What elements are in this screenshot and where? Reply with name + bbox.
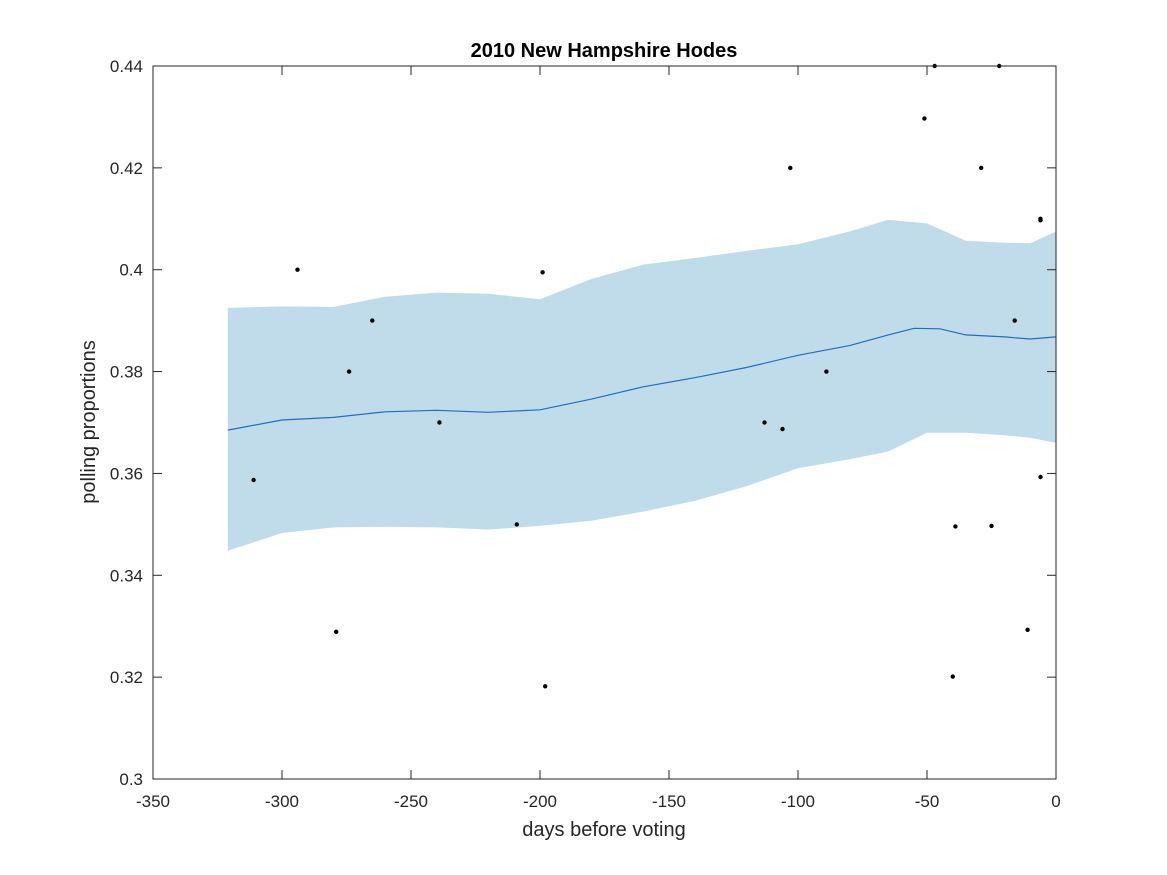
x-tick-label: -100 bbox=[781, 792, 815, 811]
data-point bbox=[370, 318, 375, 323]
y-tick-label: 0.3 bbox=[119, 770, 143, 789]
data-point bbox=[922, 116, 927, 121]
data-points-layer bbox=[251, 63, 1043, 689]
data-point bbox=[295, 267, 300, 272]
data-point bbox=[780, 426, 785, 432]
axes-box bbox=[152, 65, 1057, 780]
data-point bbox=[514, 522, 519, 527]
data-point bbox=[251, 477, 256, 483]
data-point bbox=[953, 524, 958, 529]
data-point bbox=[788, 165, 793, 171]
data-point bbox=[989, 523, 994, 529]
data-point bbox=[1012, 318, 1017, 323]
y-tick-label: 0.42 bbox=[110, 159, 143, 178]
trend-line-layer bbox=[227, 327, 1057, 431]
y-tick-label: 0.34 bbox=[110, 566, 143, 585]
data-point bbox=[540, 270, 545, 275]
y-tick-label: 0.32 bbox=[110, 668, 143, 687]
y-axis-label: polling proportions bbox=[78, 340, 100, 503]
x-tick-label: -50 bbox=[915, 792, 940, 811]
x-tick-label: 0 bbox=[1051, 792, 1060, 811]
axes-layer bbox=[152, 65, 1057, 780]
x-tick-label: -150 bbox=[652, 792, 686, 811]
data-point bbox=[346, 369, 352, 374]
data-point bbox=[543, 684, 548, 689]
y-tick-label: 0.4 bbox=[119, 261, 143, 280]
data-point bbox=[334, 629, 339, 634]
y-tick-label: 0.44 bbox=[110, 57, 143, 76]
x-axis-label: days before voting bbox=[522, 819, 685, 841]
x-tick-label: -300 bbox=[265, 792, 299, 811]
y-tick-label: 0.38 bbox=[110, 363, 143, 382]
chart-title: 2010 New Hampshire Hodes bbox=[471, 40, 738, 62]
y-tick-label: 0.36 bbox=[110, 464, 143, 483]
confidence-band bbox=[227, 219, 1057, 551]
x-tick-labels: -350 -300 -250 -200 -150 -100 -50 0 bbox=[136, 792, 1061, 811]
data-point bbox=[437, 420, 442, 425]
trend-line bbox=[227, 327, 1057, 431]
data-point bbox=[762, 420, 767, 425]
confidence-band-layer bbox=[227, 219, 1057, 551]
data-point bbox=[950, 674, 955, 679]
data-point bbox=[1038, 474, 1043, 480]
x-tick-label: -250 bbox=[394, 792, 428, 811]
data-point bbox=[1025, 627, 1030, 632]
data-point bbox=[1038, 218, 1043, 223]
y-tick-labels: 0.3 0.32 0.34 0.36 0.38 0.4 0.42 0.44 bbox=[110, 57, 143, 789]
data-point bbox=[979, 165, 984, 171]
x-tick-label: -350 bbox=[136, 792, 170, 811]
data-point bbox=[824, 369, 829, 374]
x-tick-label: -200 bbox=[523, 792, 557, 811]
